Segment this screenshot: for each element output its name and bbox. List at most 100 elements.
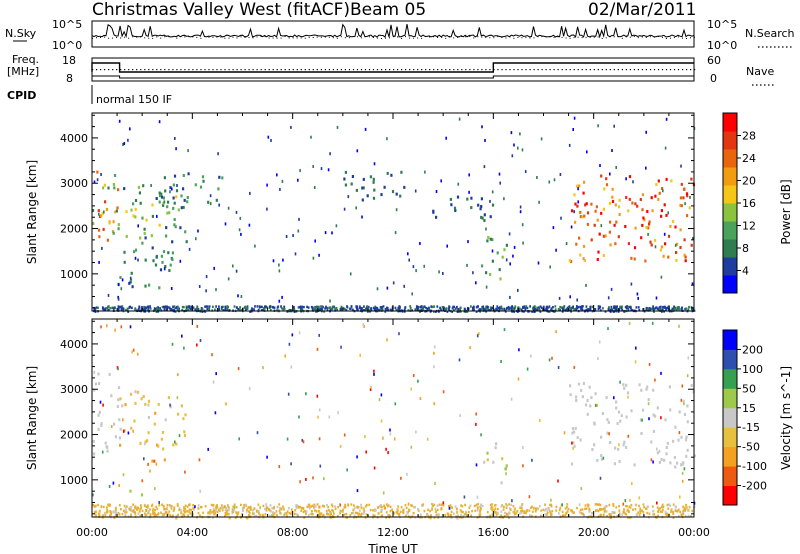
range-gate-cell bbox=[364, 435, 366, 439]
range-gate-cell bbox=[683, 402, 685, 406]
colorbar-swatch bbox=[723, 388, 737, 409]
range-gate-cell bbox=[235, 510, 237, 514]
nave-dot bbox=[441, 69, 443, 71]
range-gate-cell bbox=[345, 309, 348, 312]
range-gate-cell bbox=[130, 515, 132, 518]
colorbar-tick-label: 24 bbox=[742, 152, 756, 165]
range-gate-cell bbox=[394, 231, 397, 235]
range-gate-cell bbox=[618, 460, 621, 463]
range-gate-cell bbox=[498, 172, 501, 176]
range-gate-cell bbox=[184, 413, 187, 417]
nave-dot bbox=[385, 69, 387, 71]
range-gate-cell bbox=[448, 305, 451, 309]
range-gate-cell bbox=[573, 210, 575, 214]
range-gate-cell bbox=[172, 183, 175, 187]
range-gate-cell bbox=[684, 515, 687, 518]
range-gate-cell bbox=[318, 408, 321, 412]
range-gate-cell bbox=[482, 307, 485, 310]
range-gate-cell bbox=[665, 177, 668, 181]
range-gate-cell bbox=[614, 306, 617, 310]
range-gate-cell bbox=[100, 325, 102, 329]
range-gate-cell bbox=[566, 307, 569, 311]
range-gate-cell bbox=[265, 503, 268, 506]
range-gate-cell bbox=[359, 306, 361, 309]
range-gate-cell bbox=[167, 512, 170, 516]
range-gate-cell bbox=[381, 308, 384, 311]
range-gate-cell bbox=[218, 307, 221, 311]
range-gate-cell bbox=[98, 260, 100, 264]
range-gate-cell bbox=[176, 503, 179, 506]
range-gate-cell bbox=[645, 507, 648, 510]
range-gate-cell bbox=[134, 199, 138, 202]
range-gate-cell bbox=[629, 305, 632, 309]
range-gate-cell bbox=[398, 332, 400, 336]
nave-dot bbox=[501, 69, 503, 71]
range-gate-cell bbox=[246, 510, 248, 513]
nsearch-dot bbox=[376, 37, 378, 39]
range-gate-cell bbox=[157, 513, 160, 516]
range-gate-cell bbox=[650, 243, 653, 247]
range-gate-cell bbox=[456, 310, 459, 313]
nsearch-dot bbox=[256, 36, 258, 38]
range-gate-cell bbox=[137, 307, 140, 311]
range-gate-cell bbox=[182, 205, 185, 209]
range-gate-cell bbox=[380, 510, 383, 514]
range-gate-cell bbox=[171, 251, 174, 255]
range-gate-cell bbox=[432, 504, 434, 508]
range-gate-cell bbox=[286, 510, 289, 513]
range-gate-cell bbox=[431, 506, 433, 510]
range-gate-cell bbox=[685, 506, 688, 509]
nave-dot bbox=[437, 69, 439, 71]
range-gate-cell bbox=[631, 309, 634, 312]
nsearch-dot bbox=[260, 36, 262, 37]
range-gate-cell bbox=[232, 510, 234, 513]
nave-dot bbox=[308, 69, 310, 71]
nave-dot bbox=[128, 69, 130, 71]
range-gate-cell bbox=[631, 482, 633, 485]
range-gate-cell bbox=[100, 422, 103, 426]
range-gate-cell bbox=[93, 388, 96, 392]
range-gate-cell bbox=[251, 307, 253, 310]
range-gate-cell bbox=[186, 308, 188, 311]
range-gate-cell bbox=[508, 507, 511, 510]
nsearch-dot bbox=[96, 37, 97, 39]
range-gate-cell bbox=[654, 238, 657, 242]
range-gate-cell bbox=[479, 506, 482, 510]
range-gate-cell bbox=[446, 512, 449, 515]
range-gate-cell bbox=[158, 307, 160, 310]
range-gate-cell bbox=[212, 380, 215, 384]
range-gate-cell bbox=[96, 178, 99, 182]
range-gate-cell bbox=[580, 307, 582, 311]
range-gate-cell bbox=[290, 462, 292, 466]
range-gate-cell bbox=[335, 224, 338, 228]
noise-panel: N.Sky 10^5 10^0 10^5 10^0 N.Search bbox=[5, 18, 795, 52]
nsearch-dot bbox=[148, 37, 150, 39]
range-gate-cell bbox=[607, 307, 610, 311]
range-gate-cell bbox=[171, 342, 174, 346]
range-gate-cell bbox=[175, 514, 178, 518]
range-gate-cell bbox=[377, 308, 380, 311]
range-gate-cell bbox=[402, 509, 405, 512]
range-gate-cell bbox=[181, 309, 184, 312]
range-gate-cell bbox=[505, 472, 507, 476]
range-gate-cell bbox=[617, 235, 620, 239]
range-gate-cell bbox=[340, 345, 342, 349]
nsearch-dot bbox=[465, 36, 467, 38]
range-gate-cell bbox=[638, 383, 641, 387]
colorbar-swatch bbox=[723, 275, 737, 294]
nave-dot bbox=[573, 69, 575, 71]
range-gate-cell bbox=[372, 306, 375, 310]
range-gate-cell bbox=[114, 328, 116, 332]
range-gate-cell bbox=[596, 503, 599, 506]
range-gate-cell bbox=[602, 307, 604, 310]
range-gate-cell bbox=[386, 171, 389, 175]
colorbar-swatch bbox=[723, 485, 737, 506]
range-gate-cell bbox=[656, 501, 658, 505]
range-gate-cell bbox=[672, 219, 675, 223]
range-gate-cell bbox=[141, 306, 143, 309]
range-gate-cell bbox=[496, 507, 499, 511]
range-gate-cell bbox=[580, 487, 583, 491]
range-gate-cell bbox=[265, 509, 268, 512]
range-gate-cell bbox=[144, 236, 147, 240]
